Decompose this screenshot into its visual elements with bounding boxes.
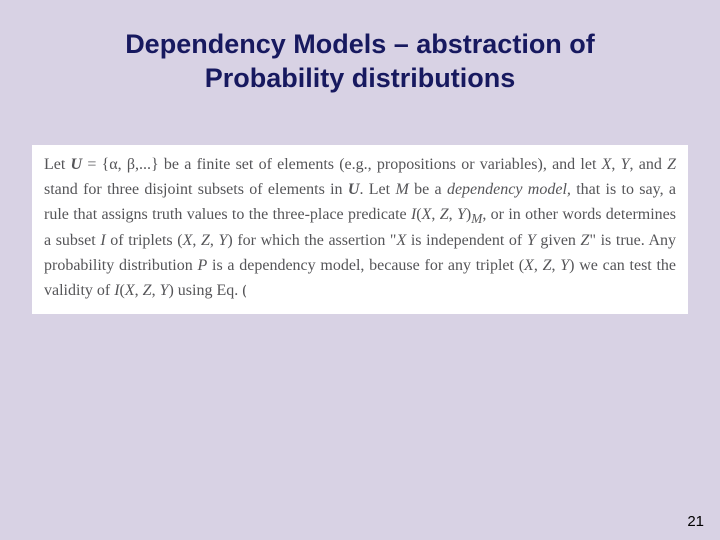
cover-rect <box>246 278 688 302</box>
page-number: 21 <box>687 513 704 530</box>
title-line-2: Probability distributions <box>60 62 660 96</box>
slide-title: Dependency Models – abstraction of Proba… <box>0 0 720 96</box>
slide: Dependency Models – abstraction of Proba… <box>0 0 720 540</box>
title-line-1: Dependency Models – abstraction of <box>60 28 660 62</box>
